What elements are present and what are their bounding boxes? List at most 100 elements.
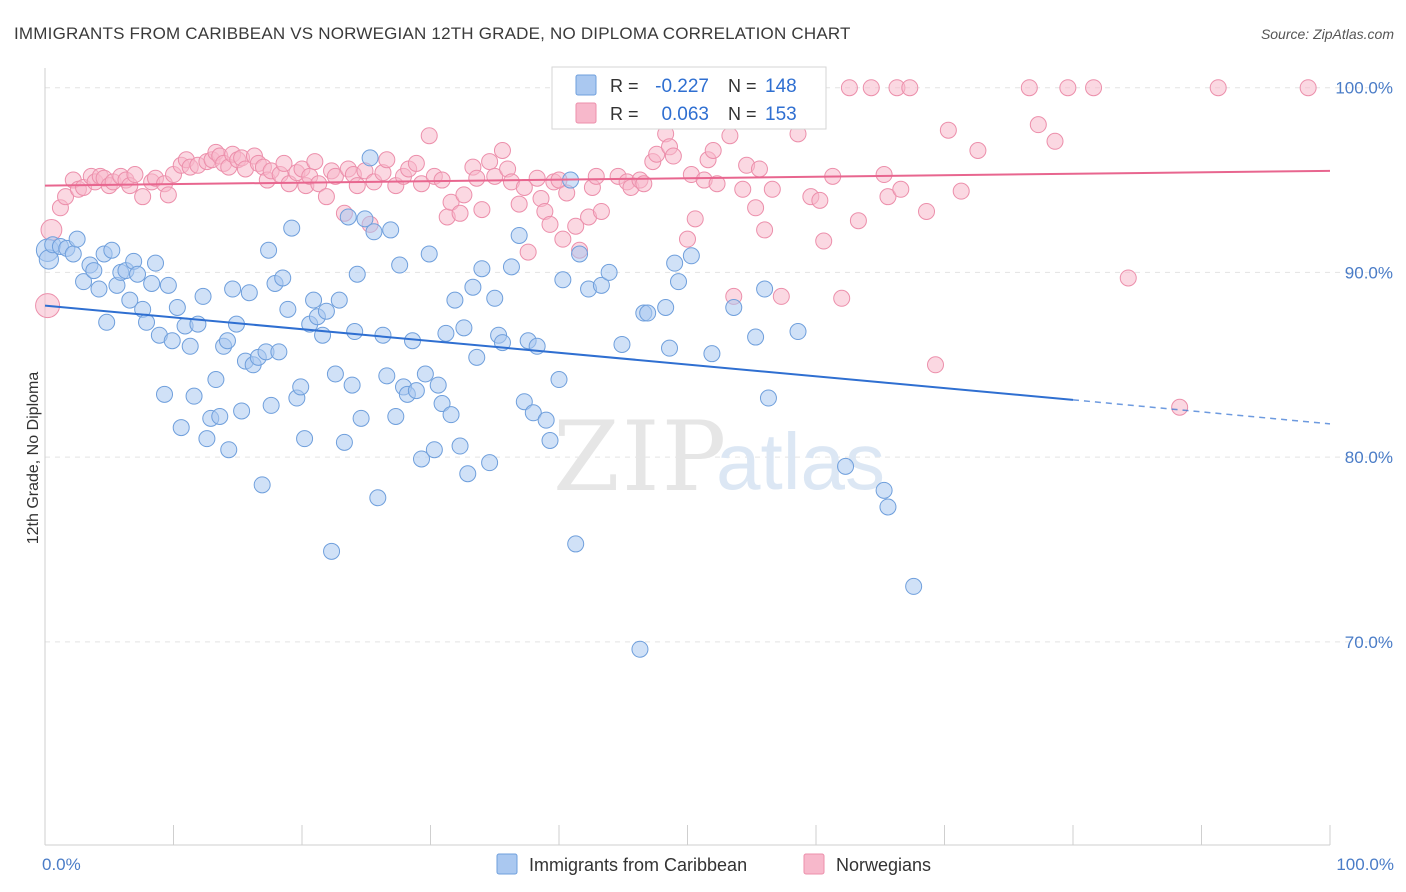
caribbean-point-32 xyxy=(185,387,203,405)
caribbean-point-38 xyxy=(211,407,229,425)
caribbean-point-51 xyxy=(260,241,278,259)
caribbean-point-78 xyxy=(369,489,387,507)
caribbean-point-136 xyxy=(756,280,774,298)
caribbean-point-6 xyxy=(68,230,86,248)
norwegians-point-112 xyxy=(686,210,704,228)
caribbean-point-13 xyxy=(103,241,121,259)
y-tick-label-1: 90.0% xyxy=(1345,263,1393,282)
legend-caribbean-swatch xyxy=(496,853,518,875)
caribbean-point-73 xyxy=(348,265,366,283)
caribbean-point-76 xyxy=(361,149,379,167)
caribbean-point-102 xyxy=(473,260,491,278)
series-legend: Immigrants from Caribbean Norwegians xyxy=(496,853,931,875)
caribbean-point-34 xyxy=(194,287,212,305)
y-axis-label: 12th Grade, No Diploma xyxy=(25,372,42,545)
norwegians-point-117 xyxy=(721,127,739,145)
caribbean-point-123 xyxy=(613,335,631,353)
norwegians-point-148 xyxy=(1046,132,1064,150)
norwegians-point-132 xyxy=(833,289,851,307)
norwegians-point-137 xyxy=(879,188,897,206)
caribbean-point-95 xyxy=(442,406,460,424)
caribbean-point-124 xyxy=(631,640,649,658)
stats-pink-n-value: 153 xyxy=(765,104,797,125)
norwegians-point-133 xyxy=(840,79,858,97)
chart-title: IMMIGRANTS FROM CARIBBEAN VS NORWEGIAN 1… xyxy=(14,24,851,43)
caribbean-point-142 xyxy=(905,577,923,595)
norwegians-point-146 xyxy=(1020,79,1038,97)
norwegians-point-122 xyxy=(750,160,768,178)
norwegians-point-129 xyxy=(811,191,829,209)
norwegians-point-67 xyxy=(413,175,431,193)
caribbean-point-109 xyxy=(515,393,533,411)
stats-pink-n-label: N = xyxy=(728,104,757,124)
caribbean-point-94 xyxy=(437,324,455,342)
caribbean-point-100 xyxy=(464,278,482,296)
norwegians-point-130 xyxy=(815,232,833,250)
norwegians-trend-line xyxy=(44,169,1331,187)
caribbean-point-92 xyxy=(429,376,447,394)
norwegians-point-89 xyxy=(541,215,559,233)
caribbean-point-40 xyxy=(218,332,236,350)
norwegians-point-94 xyxy=(567,217,585,235)
norwegians-point-123 xyxy=(756,221,774,239)
caribbean-point-111 xyxy=(524,404,542,422)
caribbean-point-31 xyxy=(181,337,199,355)
caribbean-point-54 xyxy=(270,343,288,361)
caribbean-point-52 xyxy=(262,396,280,414)
caribbean-point-118 xyxy=(567,535,585,553)
caribbean-point-90 xyxy=(420,245,438,263)
caribbean-point-115 xyxy=(550,371,568,389)
caribbean-point-56 xyxy=(279,300,297,318)
legend-norwegians-label: Norwegians xyxy=(836,855,931,875)
caribbean-point-17 xyxy=(121,291,139,309)
caribbean-point-25 xyxy=(156,385,174,403)
norwegians-point-144 xyxy=(952,182,970,200)
norwegians-point-72 xyxy=(442,193,460,211)
caribbean-point-127 xyxy=(657,299,675,317)
caribbean-point-103 xyxy=(481,454,499,472)
caribbean-point-96 xyxy=(446,291,464,309)
norwegians-point-124 xyxy=(763,180,781,198)
norwegians-point-119 xyxy=(734,180,752,198)
stats-blue-r-value: -0.227 xyxy=(655,76,709,97)
norwegians-point-51 xyxy=(317,188,335,206)
caribbean-point-75 xyxy=(356,210,374,228)
norwegians-point-116 xyxy=(708,175,726,193)
norwegians-point-125 xyxy=(772,287,790,305)
trend-lines xyxy=(44,169,1331,425)
caribbean-point-19 xyxy=(129,265,147,283)
caribbean-point-101 xyxy=(468,348,486,366)
norwegians-point-149 xyxy=(1059,79,1077,97)
norwegians-point-68 xyxy=(420,127,438,145)
caribbean-point-98 xyxy=(455,319,473,337)
caribbean-point-46 xyxy=(240,284,258,302)
norwegians-point-150 xyxy=(1085,79,1103,97)
norwegians-point-115 xyxy=(704,142,722,160)
caribbean-point-134 xyxy=(725,299,743,317)
caribbean-point-21 xyxy=(138,313,156,331)
caribbean-point-97 xyxy=(451,437,469,455)
caribbean-point-22 xyxy=(143,274,161,292)
caribbean-point-81 xyxy=(382,221,400,239)
caribbean-point-26 xyxy=(159,276,177,294)
caribbean-point-141 xyxy=(879,498,897,516)
caribbean-trend-line xyxy=(44,304,1074,401)
norwegians-point-53 xyxy=(326,167,344,185)
norwegians-point-17 xyxy=(134,188,152,206)
stats-pink-r-label: R = xyxy=(610,104,639,124)
x-tick-labels: 0.0% 100.0% xyxy=(42,855,1394,874)
caribbean-point-88 xyxy=(413,450,431,468)
norwegians-point-80 xyxy=(493,142,511,160)
stats-blue-r-label: R = xyxy=(610,76,639,96)
caribbean-point-137 xyxy=(759,389,777,407)
caribbean-point-71 xyxy=(343,376,361,394)
norwegians-point-139 xyxy=(892,180,910,198)
caribbean-point-113 xyxy=(537,411,555,429)
caribbean-point-69 xyxy=(335,433,353,451)
norwegians-point-78 xyxy=(481,153,499,171)
caribbean-point-72 xyxy=(346,323,364,341)
caribbean-point-23 xyxy=(147,254,165,272)
legend-caribbean-label: Immigrants from Caribbean xyxy=(529,855,747,875)
caribbean-point-41 xyxy=(220,441,238,459)
